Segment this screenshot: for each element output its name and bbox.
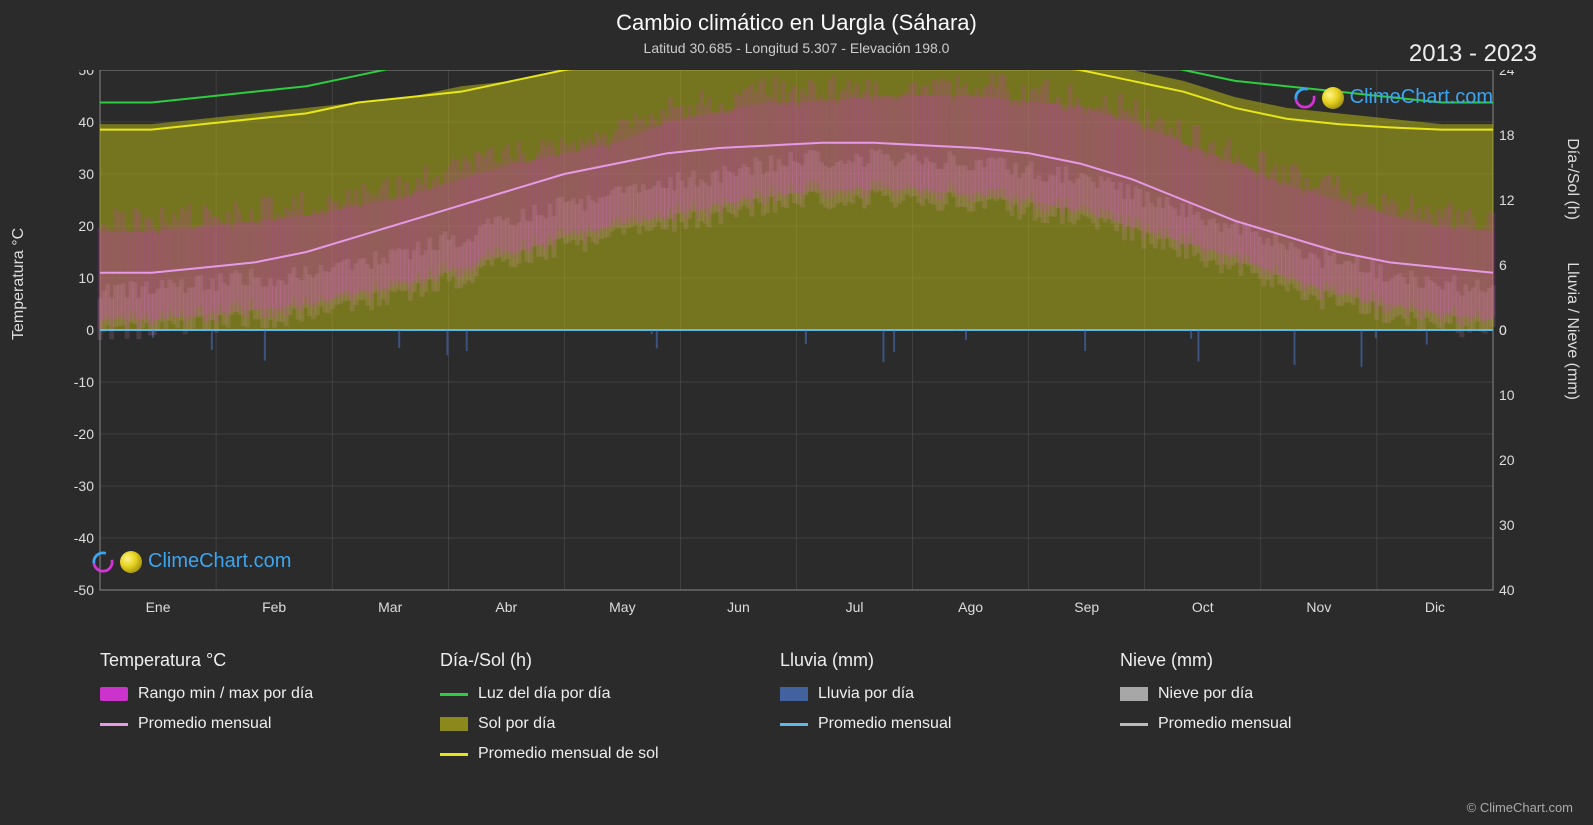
svg-text:-20: -20 — [74, 426, 94, 442]
legend-item: Lluvia por día — [780, 685, 1080, 703]
svg-text:Ene: Ene — [146, 599, 171, 615]
svg-text:Feb: Feb — [262, 599, 286, 615]
svg-text:30: 30 — [1499, 517, 1515, 533]
legend-label: Promedio mensual — [138, 715, 271, 733]
legend-group: Nieve (mm) Nieve por día Promedio mensual — [1120, 650, 1420, 763]
svg-text:10: 10 — [78, 270, 94, 286]
rain-daily-spikes — [153, 330, 1427, 367]
legend-label: Lluvia por día — [818, 685, 914, 703]
legend-swatch — [1120, 723, 1148, 726]
svg-text:18: 18 — [1499, 127, 1515, 143]
legend-label: Promedio mensual de sol — [478, 745, 659, 763]
legend-swatch — [440, 753, 468, 756]
svg-text:-40: -40 — [74, 530, 94, 546]
chart-title: Cambio climático en Uargla (Sáhara) — [0, 0, 1593, 36]
legend-header: Día-/Sol (h) — [440, 650, 740, 671]
svg-text:0: 0 — [1499, 322, 1507, 338]
legend-item: Promedio mensual — [100, 715, 400, 733]
svg-text:6: 6 — [1499, 257, 1507, 273]
y-axis-left-label: Temperatura °C — [10, 228, 28, 340]
legend: Temperatura °C Rango min / max por día Pro… — [100, 650, 1523, 763]
legend-label: Promedio mensual — [818, 715, 951, 733]
legend-label: Nieve por día — [1158, 685, 1253, 703]
chart-subtitle: Latitud 30.685 - Longitud 5.307 - Elevac… — [0, 40, 1593, 56]
svg-text:-50: -50 — [74, 582, 94, 598]
legend-header: Temperatura °C — [100, 650, 400, 671]
plot-svg: -50-40-30-20-100102030405006121824010203… — [70, 70, 1523, 620]
watermark-logo-top: ClimeChart.com — [1294, 86, 1493, 109]
copyright-label: © ClimeChart.com — [1467, 800, 1573, 815]
legend-item: Promedio mensual — [1120, 715, 1420, 733]
svg-text:Sep: Sep — [1074, 599, 1099, 615]
svg-text:0: 0 — [86, 322, 94, 338]
plot-area: -50-40-30-20-100102030405006121824010203… — [70, 70, 1523, 620]
svg-text:Jun: Jun — [727, 599, 750, 615]
legend-swatch — [100, 687, 128, 701]
legend-item: Promedio mensual de sol — [440, 745, 740, 763]
svg-text:10: 10 — [1499, 387, 1515, 403]
svg-text:Mar: Mar — [378, 599, 402, 615]
legend-item: Luz del día por día — [440, 685, 740, 703]
legend-swatch — [780, 723, 808, 726]
legend-swatch — [440, 693, 468, 696]
svg-text:Nov: Nov — [1306, 599, 1331, 615]
svg-text:40: 40 — [78, 114, 94, 130]
svg-text:24: 24 — [1499, 70, 1515, 78]
y-axis-right-bottom-label: Lluvia / Nieve (mm) — [1563, 262, 1581, 400]
svg-text:Oct: Oct — [1192, 599, 1214, 615]
logo-sphere-icon — [120, 551, 142, 573]
svg-text:May: May — [609, 599, 635, 615]
legend-swatch — [440, 717, 468, 731]
legend-swatch — [1120, 687, 1148, 701]
legend-swatch — [780, 687, 808, 701]
legend-header: Lluvia (mm) — [780, 650, 1080, 671]
svg-text:20: 20 — [78, 218, 94, 234]
legend-label: Rango min / max por día — [138, 685, 313, 703]
legend-item: Sol por día — [440, 715, 740, 733]
climate-chart: Cambio climático en Uargla (Sáhara) Lati… — [0, 0, 1593, 825]
brand-text: ClimeChart.com — [148, 550, 291, 573]
logo-sphere-icon — [1322, 87, 1344, 109]
legend-label: Luz del día por día — [478, 685, 611, 703]
svg-text:50: 50 — [78, 70, 94, 78]
svg-text:-10: -10 — [74, 374, 94, 390]
legend-item: Rango min / max por día — [100, 685, 400, 703]
svg-text:20: 20 — [1499, 452, 1515, 468]
svg-text:Abr: Abr — [495, 599, 517, 615]
legend-item: Nieve por día — [1120, 685, 1420, 703]
watermark-logo: ClimeChart.com — [92, 550, 291, 573]
legend-swatch — [100, 723, 128, 726]
legend-group: Temperatura °C Rango min / max por día Pro… — [100, 650, 400, 763]
legend-item: Promedio mensual — [780, 715, 1080, 733]
logo-c-icon — [92, 551, 114, 573]
legend-label: Promedio mensual — [1158, 715, 1291, 733]
svg-text:Ago: Ago — [958, 599, 983, 615]
svg-text:30: 30 — [78, 166, 94, 182]
brand-text: ClimeChart.com — [1350, 86, 1493, 109]
y-axis-right-top-label: Día-/Sol (h) — [1563, 138, 1581, 220]
svg-text:-30: -30 — [74, 478, 94, 494]
svg-text:Jul: Jul — [846, 599, 864, 615]
year-range-label: 2013 - 2023 — [1409, 40, 1537, 68]
svg-text:Dic: Dic — [1425, 599, 1445, 615]
svg-text:12: 12 — [1499, 192, 1515, 208]
legend-group: Lluvia (mm) Lluvia por día Promedio mensua… — [780, 650, 1080, 763]
legend-label: Sol por día — [478, 715, 555, 733]
legend-group: Día-/Sol (h) Luz del día por día Sol por d… — [440, 650, 740, 763]
legend-header: Nieve (mm) — [1120, 650, 1420, 671]
svg-text:40: 40 — [1499, 582, 1515, 598]
logo-c-icon — [1294, 87, 1316, 109]
